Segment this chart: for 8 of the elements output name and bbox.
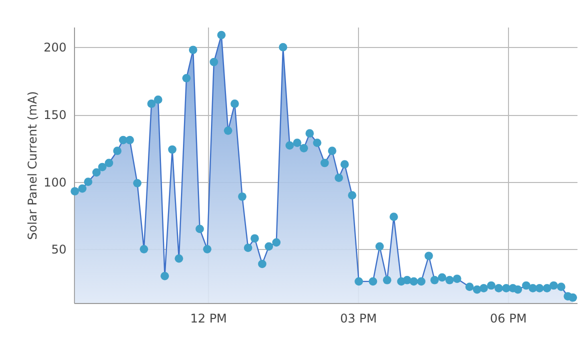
y-axis-title: Solar Panel Current (mA) bbox=[26, 91, 40, 240]
x-tick-label: 12 PM bbox=[190, 312, 227, 326]
y-tick-label: 150 bbox=[44, 108, 66, 122]
y-tick-label: 200 bbox=[44, 40, 66, 55]
y-tick-label: 100 bbox=[44, 175, 66, 190]
x-tick-label: 06 PM bbox=[490, 312, 527, 326]
x-tick-label: 03 PM bbox=[340, 312, 377, 326]
y-tick-label: 50 bbox=[51, 242, 66, 257]
